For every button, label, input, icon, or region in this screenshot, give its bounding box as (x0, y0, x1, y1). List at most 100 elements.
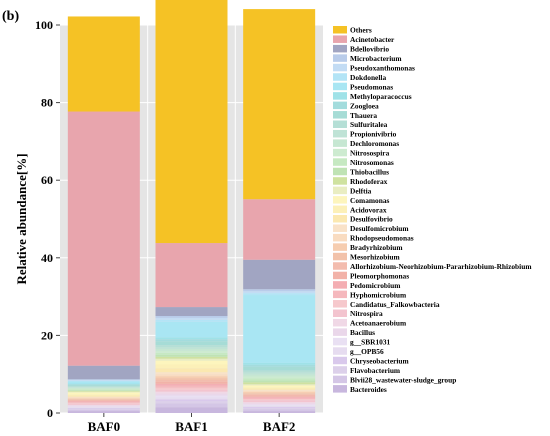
legend-label: Desulfomicrobium (350, 224, 409, 233)
bar-segment-baf2-pseudoxanthomonas (243, 291, 316, 294)
bar-segment-baf0-thiobacillus (67, 390, 140, 391)
legend-swatch (333, 233, 347, 242)
bar-segment-baf1-nitrosomonas (155, 352, 228, 355)
legend-swatch (333, 186, 347, 195)
bar-segment-baf2-comamonas (243, 385, 316, 388)
bar-segment-baf0-g-sbr1031 (67, 406, 140, 408)
bar-segment-baf0-pseudoxanthomonas (67, 380, 140, 381)
bar-segment-baf0-rhodopseudomonas (67, 397, 140, 399)
bar-segment-baf2-acidovorax (243, 387, 316, 389)
legend-swatch (333, 290, 347, 299)
bar-segment-baf0-propionivibrio (67, 387, 140, 388)
bar-segment-baf2-hyphomicrobium (243, 397, 316, 400)
bar-segment-baf2-zoogloea (243, 364, 316, 367)
bar-segment-baf2-desulfovibrio (243, 388, 316, 390)
bar-segment-baf2-thiobacillus (243, 380, 316, 383)
bar-segment-baf2-bacillus (243, 403, 316, 405)
legend-label: Pedomicrobium (350, 281, 401, 290)
bar-segment-baf1-candidatus-falkowbacteria (155, 387, 228, 390)
bar-segment-baf2-g-opb56 (243, 405, 316, 407)
bar-segment-baf0-acinetobacter (67, 111, 140, 366)
bar-segment-baf2-methyloparacoccus (243, 362, 316, 365)
legend-label: Microbacterium (350, 54, 402, 63)
bar-segment-baf1-dechloromonas (155, 348, 228, 351)
bar-segment-baf0-bdellovibrio (67, 365, 140, 380)
legend-label: Pleomorphomonas (350, 271, 409, 280)
legend-label: Bradyrhizobium (350, 243, 403, 252)
bar-segment-baf1-rhodopseudomonas (155, 374, 228, 377)
legend-label: Bdellovibrio (350, 45, 389, 54)
legend-label: Desulfovibrio (350, 215, 393, 224)
bar-segment-baf0-dechloromonas (67, 387, 140, 389)
bar-segment-baf1-g-opb56 (155, 397, 228, 400)
legend-swatch (333, 35, 347, 43)
bar-segment-baf0-dokdonella (67, 380, 140, 382)
legend-swatch (333, 63, 347, 72)
legend-swatch (333, 111, 347, 119)
bar-segment-baf1-dokdonella (155, 319, 228, 322)
bar-segment-baf0-delftia (67, 391, 140, 393)
bar-segment-baf2-pseudomonas (243, 295, 316, 363)
legend-label: g__OPB56 (350, 347, 384, 356)
legend-label: Pseudoxanthomonas (350, 64, 415, 73)
bar-segment-baf0-nitrospira (67, 403, 140, 405)
legend-label: Nitrosomonas (350, 158, 394, 167)
x-tick-label: BAF2 (263, 419, 296, 434)
y-tick-label: 0 (47, 406, 53, 420)
y-tick-label: 40 (41, 251, 53, 265)
bar-segment-baf2-dechloromonas (243, 374, 316, 377)
legend-swatch (333, 318, 347, 327)
legend-label: Thiobacillus (350, 167, 389, 176)
legend-label: Allorhizobium-Neorhizobium-Pararhizobium… (350, 262, 532, 271)
legend-label: Pseudomonas (350, 82, 393, 91)
y-tick-label: 20 (41, 328, 53, 342)
legend-swatch (333, 158, 347, 166)
bar-segment-baf0-nitrosomonas (67, 389, 140, 391)
bar-segment-baf2-bdellovibrio (243, 259, 316, 290)
bar-segment-baf2-pedomicrobium (243, 396, 316, 398)
legend-label: Nitrosospira (350, 149, 390, 158)
bar-segment-baf1-methyloparacoccus (155, 337, 228, 340)
bar-segment-baf2-blvii28-wastewater-sludge-group (243, 409, 316, 412)
bar-segment-baf0-chryseobacterium (67, 407, 140, 409)
bar-segment-baf0-desulfomicrobium (67, 396, 140, 398)
legend-swatch (333, 205, 347, 214)
bar-segment-baf1-desulfomicrobium (155, 372, 228, 375)
x-tick-label: BAF1 (175, 419, 208, 434)
legend-label: Comamonas (350, 196, 390, 205)
legend-swatch (333, 252, 347, 261)
bar-segment-baf1-propionivibrio (155, 347, 228, 349)
bar-segment-baf0-allorhizobium-neorhizobium-pararhizobium-rhizobium (67, 399, 140, 401)
legend-swatch (333, 337, 347, 346)
legend-swatch (333, 92, 347, 100)
bar-segment-baf0-pedomicrobium (67, 401, 140, 403)
bar-segment-baf0-pseudomonas (67, 381, 140, 384)
bar-segment-baf0-thauera (67, 385, 140, 387)
legend-label: Dechloromonas (350, 139, 399, 148)
bar-segment-baf2-microbacterium (243, 289, 316, 292)
bar-segment-baf0-sulfuritalea (67, 386, 140, 388)
bar-segment-baf1-mesorhizobium (155, 378, 228, 381)
legend-label: Acetoanaerobium (350, 319, 407, 328)
bar-segment-baf1-pseudomonas (155, 321, 228, 338)
bar-segment-baf2-propionivibrio (243, 372, 316, 375)
bar-segment-baf1-allorhizobium-neorhizobium-pararhizobium-rhizobium (155, 380, 228, 382)
bar-segment-baf1-pedomicrobium (155, 383, 228, 386)
bar-segment-baf1-comamonas (155, 360, 228, 365)
legend-swatch (333, 196, 347, 204)
legend-label: Others (350, 26, 372, 35)
bar-segment-baf1-chryseobacterium (155, 399, 228, 402)
panel-label: (b) (2, 9, 19, 24)
bar-segment-baf2-candidatus-falkowbacteria (243, 399, 316, 401)
legend-swatch (333, 148, 347, 157)
bar-segment-baf0-comamonas (67, 392, 140, 395)
bar-segment-baf1-pleomorphomonas (155, 381, 228, 384)
legend-label: Bacillus (350, 328, 375, 337)
legend-label: Hyphomicrobium (350, 290, 407, 299)
legend-label: g__SBR1031 (350, 338, 391, 347)
legend-swatch (333, 271, 347, 280)
bar-segment-baf2-rhodopseudomonas (243, 390, 316, 393)
legend-swatch (333, 82, 347, 91)
legend-label: Methyloparacoccus (350, 92, 412, 101)
bar-segment-baf0-zoogloea (67, 384, 140, 386)
